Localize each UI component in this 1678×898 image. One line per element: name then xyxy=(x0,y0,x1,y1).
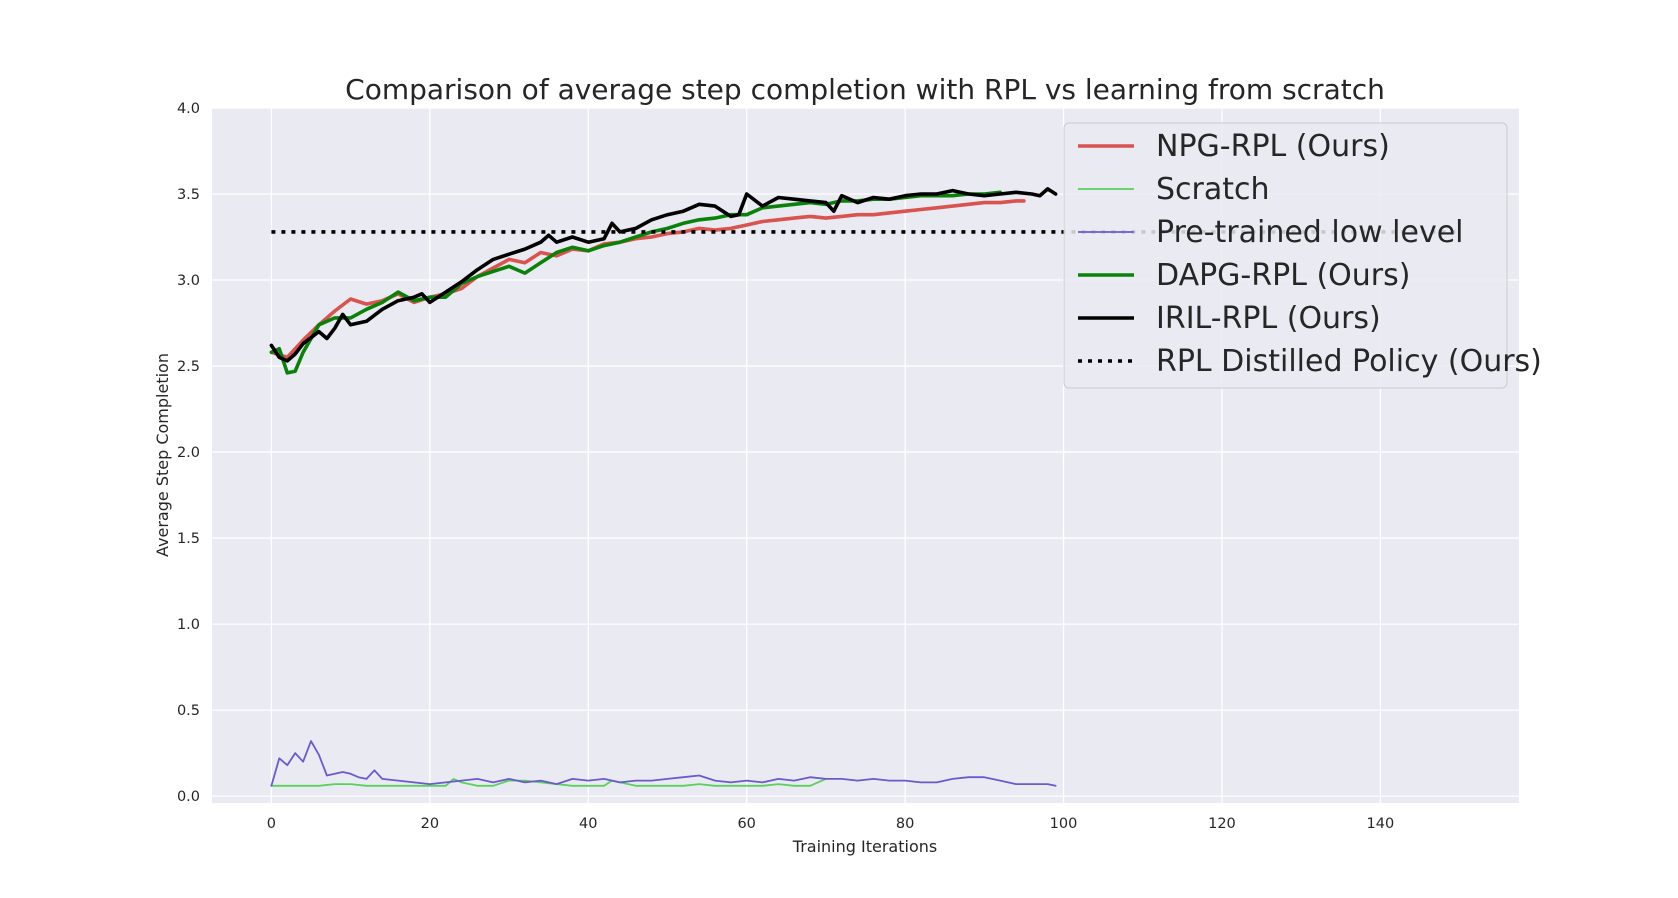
x-axis-label: Training Iterations xyxy=(792,837,937,856)
y-tick-label: 0.0 xyxy=(177,789,200,805)
x-tick-label: 140 xyxy=(1367,816,1395,832)
x-ticks: 0 20 40 60 80 100 120 140 xyxy=(267,816,1394,832)
y-tick-label: 2.0 xyxy=(177,445,200,461)
y-axis-label: Average Step Completion xyxy=(153,353,172,557)
y-tick-label: 0.5 xyxy=(177,703,200,719)
y-tick-label: 2.5 xyxy=(177,359,200,375)
series-line-5 xyxy=(269,187,1058,363)
legend-label: Pre-trained low level xyxy=(1156,215,1464,250)
y-tick-label: 3.0 xyxy=(177,273,200,289)
x-tick-label: 80 xyxy=(896,816,914,832)
legend: NPG-RPL (Ours) Scratch Pre-trained low lev… xyxy=(1063,122,1542,389)
x-tick-label: 60 xyxy=(737,816,755,832)
chart-title: Comparison of average step completion wi… xyxy=(345,73,1385,106)
y-tick-label: 1.5 xyxy=(177,531,200,547)
y-ticks: 0.0 0.5 1.0 1.5 2.0 2.5 3.0 3.5 4.0 xyxy=(177,101,200,805)
legend-label: IRIL-RPL (Ours) xyxy=(1156,301,1381,336)
x-tick-label: 20 xyxy=(421,816,439,832)
legend-label: RPL Distilled Policy (Ours) xyxy=(1156,344,1542,379)
y-tick-label: 4.0 xyxy=(177,101,200,117)
x-tick-label: 40 xyxy=(579,816,597,832)
legend-box xyxy=(1063,122,1508,389)
series-line-3 xyxy=(270,740,1057,787)
x-tick-label: 120 xyxy=(1208,816,1236,832)
legend-label: DAPG-RPL (Ours) xyxy=(1156,258,1410,293)
legend-label: NPG-RPL (Ours) xyxy=(1156,129,1390,164)
y-tick-label: 3.5 xyxy=(177,187,200,203)
legend-label: Scratch xyxy=(1156,172,1270,207)
y-tick-label: 1.0 xyxy=(177,617,200,633)
x-tick-label: 100 xyxy=(1050,816,1078,832)
x-tick-label: 0 xyxy=(267,816,276,832)
